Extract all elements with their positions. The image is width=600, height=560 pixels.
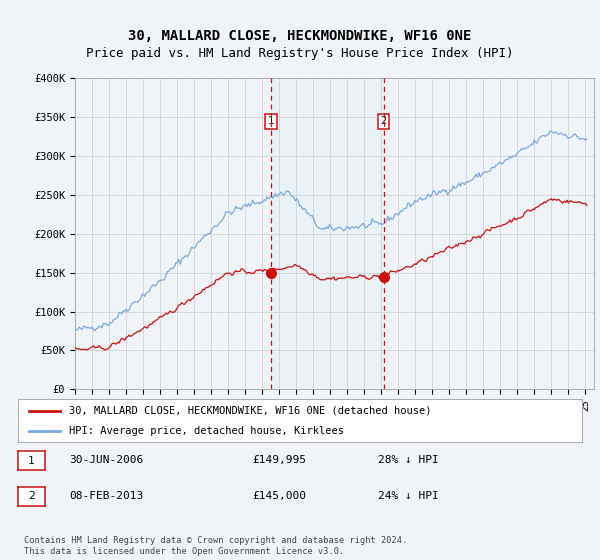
Text: 1: 1 [268, 116, 274, 126]
Text: 24% ↓ HPI: 24% ↓ HPI [378, 491, 439, 501]
Text: 1: 1 [28, 456, 35, 466]
Text: 30-JUN-2006: 30-JUN-2006 [69, 455, 143, 465]
Bar [271, 78, 383, 389]
Text: HPI: Average price, detached house, Kirklees: HPI: Average price, detached house, Kirk… [69, 427, 344, 436]
Text: 30, MALLARD CLOSE, HECKMONDWIKE, WF16 0NE (detached house): 30, MALLARD CLOSE, HECKMONDWIKE, WF16 0N… [69, 405, 431, 416]
Text: 2: 2 [28, 491, 35, 501]
Text: 30, MALLARD CLOSE, HECKMONDWIKE, WF16 0NE: 30, MALLARD CLOSE, HECKMONDWIKE, WF16 0N… [128, 29, 472, 44]
Text: 28% ↓ HPI: 28% ↓ HPI [378, 455, 439, 465]
Text: £145,000: £145,000 [252, 491, 306, 501]
Text: Contains HM Land Registry data © Crown copyright and database right 2024.
This d: Contains HM Land Registry data © Crown c… [24, 536, 407, 556]
Text: Price paid vs. HM Land Registry's House Price Index (HPI): Price paid vs. HM Land Registry's House … [86, 46, 514, 60]
Text: 08-FEB-2013: 08-FEB-2013 [69, 491, 143, 501]
Text: £149,995: £149,995 [252, 455, 306, 465]
Text: 2: 2 [380, 116, 386, 126]
